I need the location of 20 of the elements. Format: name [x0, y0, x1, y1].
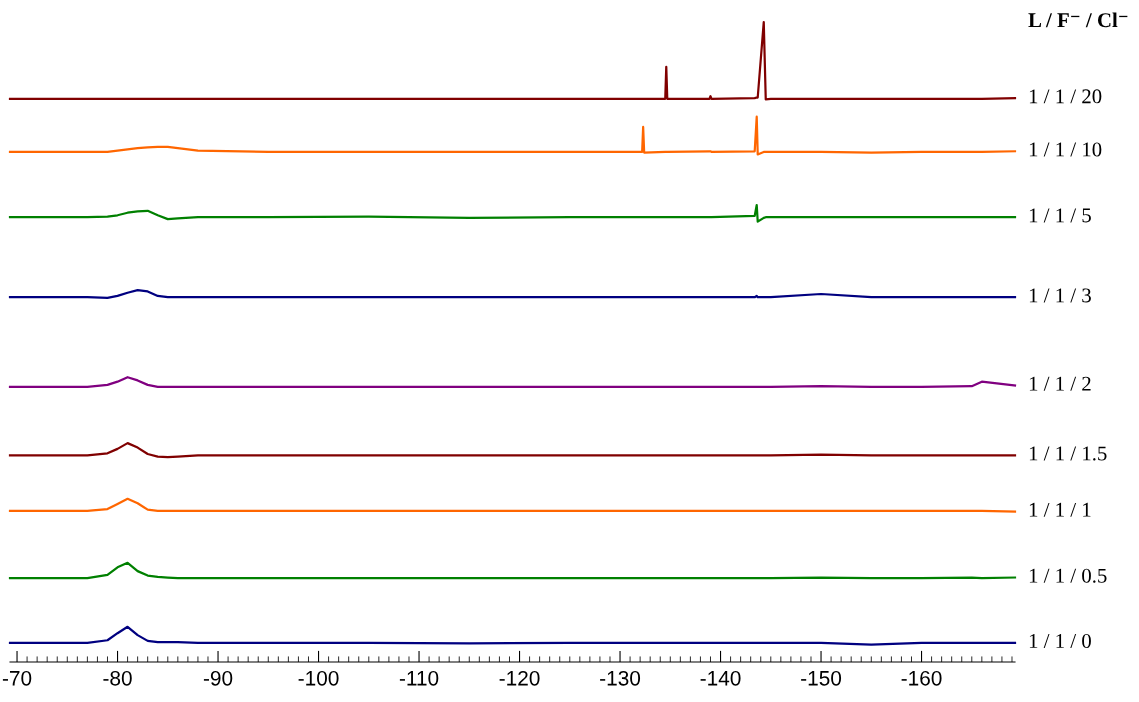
x-tick-label: -130 [600, 670, 641, 686]
series-label: 1 / 1 / 2 [1029, 376, 1091, 391]
series-label: 1 / 1 / 0.5 [1029, 568, 1107, 583]
x-tick-label: -140 [700, 670, 741, 686]
series-label: 1 / 1 / 20 [1029, 89, 1102, 104]
series-label: 1 / 1 / 1.5 [1029, 446, 1107, 461]
x-tick-label: -80 [103, 670, 132, 686]
x-tick-label: -70 [2, 670, 32, 686]
x-tick-label: -110 [399, 670, 439, 686]
x-tick-label: -150 [801, 670, 842, 686]
series-label: 1 / 1 / 1 [1029, 502, 1091, 517]
x-tick-label: -120 [499, 670, 540, 686]
x-tick-label: -160 [901, 670, 942, 686]
legend-title: L / F⁻ / Cl⁻ [1028, 12, 1128, 28]
series-label: 1 / 1 / 3 [1029, 288, 1091, 303]
series-label: 1 / 1 / 0 [1029, 633, 1091, 649]
series-label: 1 / 1 / 10 [1029, 142, 1102, 157]
series-label: 1 / 1 / 5 [1029, 208, 1091, 223]
x-tick-label: -100 [298, 670, 339, 686]
x-tick-label: -90 [203, 670, 233, 686]
